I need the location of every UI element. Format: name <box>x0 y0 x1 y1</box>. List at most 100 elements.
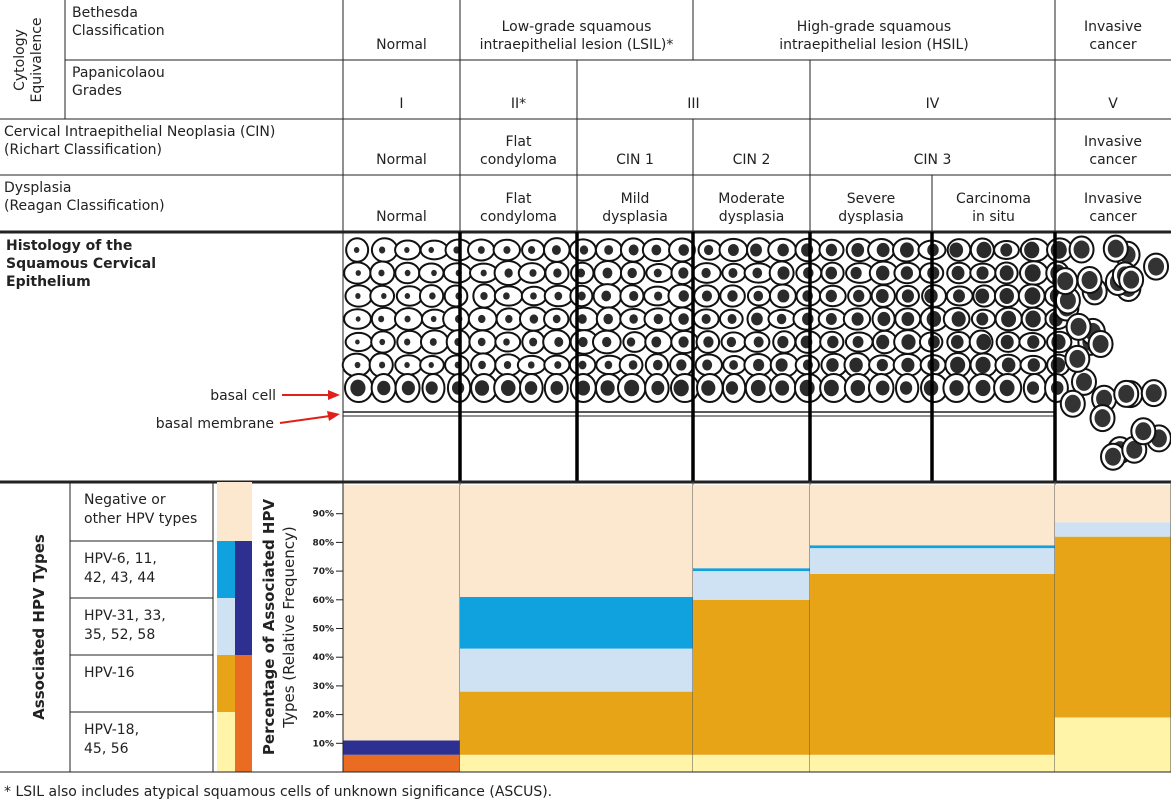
nucleus <box>1051 241 1067 259</box>
cell-text: dysplasia <box>719 209 785 225</box>
bar-segment <box>693 568 810 571</box>
cell-text: CIN 3 <box>914 152 952 168</box>
bar-segment <box>343 755 460 772</box>
nucleus <box>355 293 360 299</box>
nucleus <box>851 380 866 396</box>
nucleus <box>877 359 888 371</box>
nucleus <box>751 380 766 396</box>
nucleus <box>404 247 409 253</box>
nucleus <box>754 337 764 348</box>
nucleus <box>727 337 736 347</box>
legend-group-swatch <box>235 655 252 772</box>
nucleus <box>975 357 990 374</box>
nucleus <box>554 337 563 347</box>
cell-text: cancer <box>1089 152 1136 168</box>
nucleus <box>827 336 838 349</box>
nucleus <box>377 381 390 396</box>
bar-segment <box>810 545 1055 548</box>
nucleus <box>501 380 516 396</box>
nucleus <box>404 316 410 323</box>
nucleus <box>525 381 537 395</box>
nucleus <box>402 381 415 396</box>
nucleus <box>629 360 638 370</box>
histology-title: Histology of the <box>6 238 132 254</box>
nucleus <box>651 381 664 395</box>
nucleus <box>1024 242 1039 259</box>
nucleus <box>851 267 862 279</box>
nucleus <box>431 270 437 276</box>
cell-text: II* <box>511 96 526 112</box>
nucleus <box>701 380 715 396</box>
cell-text: Normal <box>376 37 427 53</box>
y-tick-label: 80% <box>312 538 334 548</box>
nucleus <box>601 380 615 396</box>
nucleus <box>481 270 487 277</box>
row-label: Bethesda <box>72 5 138 21</box>
nucleus <box>530 314 539 323</box>
nucleus <box>1065 395 1081 413</box>
cell <box>421 241 448 260</box>
legend-label: HPV-31, 33, <box>84 608 166 624</box>
cell-text: Normal <box>376 152 427 168</box>
nucleus <box>578 292 586 301</box>
y-tick-label: 50% <box>312 625 334 635</box>
nucleus <box>431 316 437 322</box>
nucleus <box>1095 409 1111 427</box>
nucleus <box>354 247 360 253</box>
nucleus <box>702 290 712 301</box>
nucleus <box>629 291 638 301</box>
bar-segment <box>460 649 693 692</box>
nucleus <box>405 270 411 276</box>
nucleus <box>849 358 862 373</box>
nucleus <box>826 244 837 256</box>
nucleus <box>777 289 789 302</box>
nucleus <box>381 293 387 299</box>
nucleus <box>452 381 464 395</box>
cell-text: condyloma <box>480 152 557 168</box>
nucleus <box>550 381 563 395</box>
nucleus <box>704 245 713 255</box>
nucleus <box>1082 271 1098 289</box>
y-tick-label: 40% <box>312 653 334 663</box>
nucleus <box>653 360 663 371</box>
bar-segment <box>1055 717 1171 772</box>
nucleus <box>676 359 686 370</box>
nucleus <box>901 312 914 326</box>
nucleus <box>1001 335 1014 349</box>
nucleus <box>355 362 361 368</box>
bar-segment <box>693 755 810 772</box>
nucleus <box>504 268 512 277</box>
cell-text: dysplasia <box>838 209 904 225</box>
nucleus <box>976 266 988 279</box>
nucleus <box>356 316 361 321</box>
nucleus <box>777 336 788 348</box>
nucleus <box>1025 287 1041 304</box>
bar-segment <box>810 574 1055 755</box>
nucleus <box>405 293 410 299</box>
nucleus <box>1076 373 1092 391</box>
nucleus <box>826 358 838 372</box>
nucleus <box>678 336 688 347</box>
nucleus <box>1002 358 1016 373</box>
bar-segment <box>810 485 1055 545</box>
cell-text: Severe <box>847 191 895 207</box>
nucleus <box>478 338 486 346</box>
footnote: * LSIL also includes atypical squamous c… <box>4 784 552 800</box>
nucleus <box>552 245 561 255</box>
bar-segment <box>460 692 693 755</box>
nucleus <box>976 312 988 325</box>
nucleus <box>679 290 689 301</box>
nucleus <box>604 245 613 255</box>
nucleus <box>876 335 889 349</box>
nucleus <box>651 337 661 348</box>
nucleus <box>355 339 360 344</box>
nucleus <box>949 242 963 257</box>
nucleus <box>1028 358 1040 372</box>
nucleus <box>876 381 890 396</box>
nucleus <box>378 316 384 323</box>
nucleus <box>927 311 941 327</box>
nucleus <box>654 314 663 324</box>
legend-label: 42, 43, 44 <box>84 570 155 586</box>
nucleus <box>703 336 713 347</box>
nucleus <box>505 315 512 323</box>
